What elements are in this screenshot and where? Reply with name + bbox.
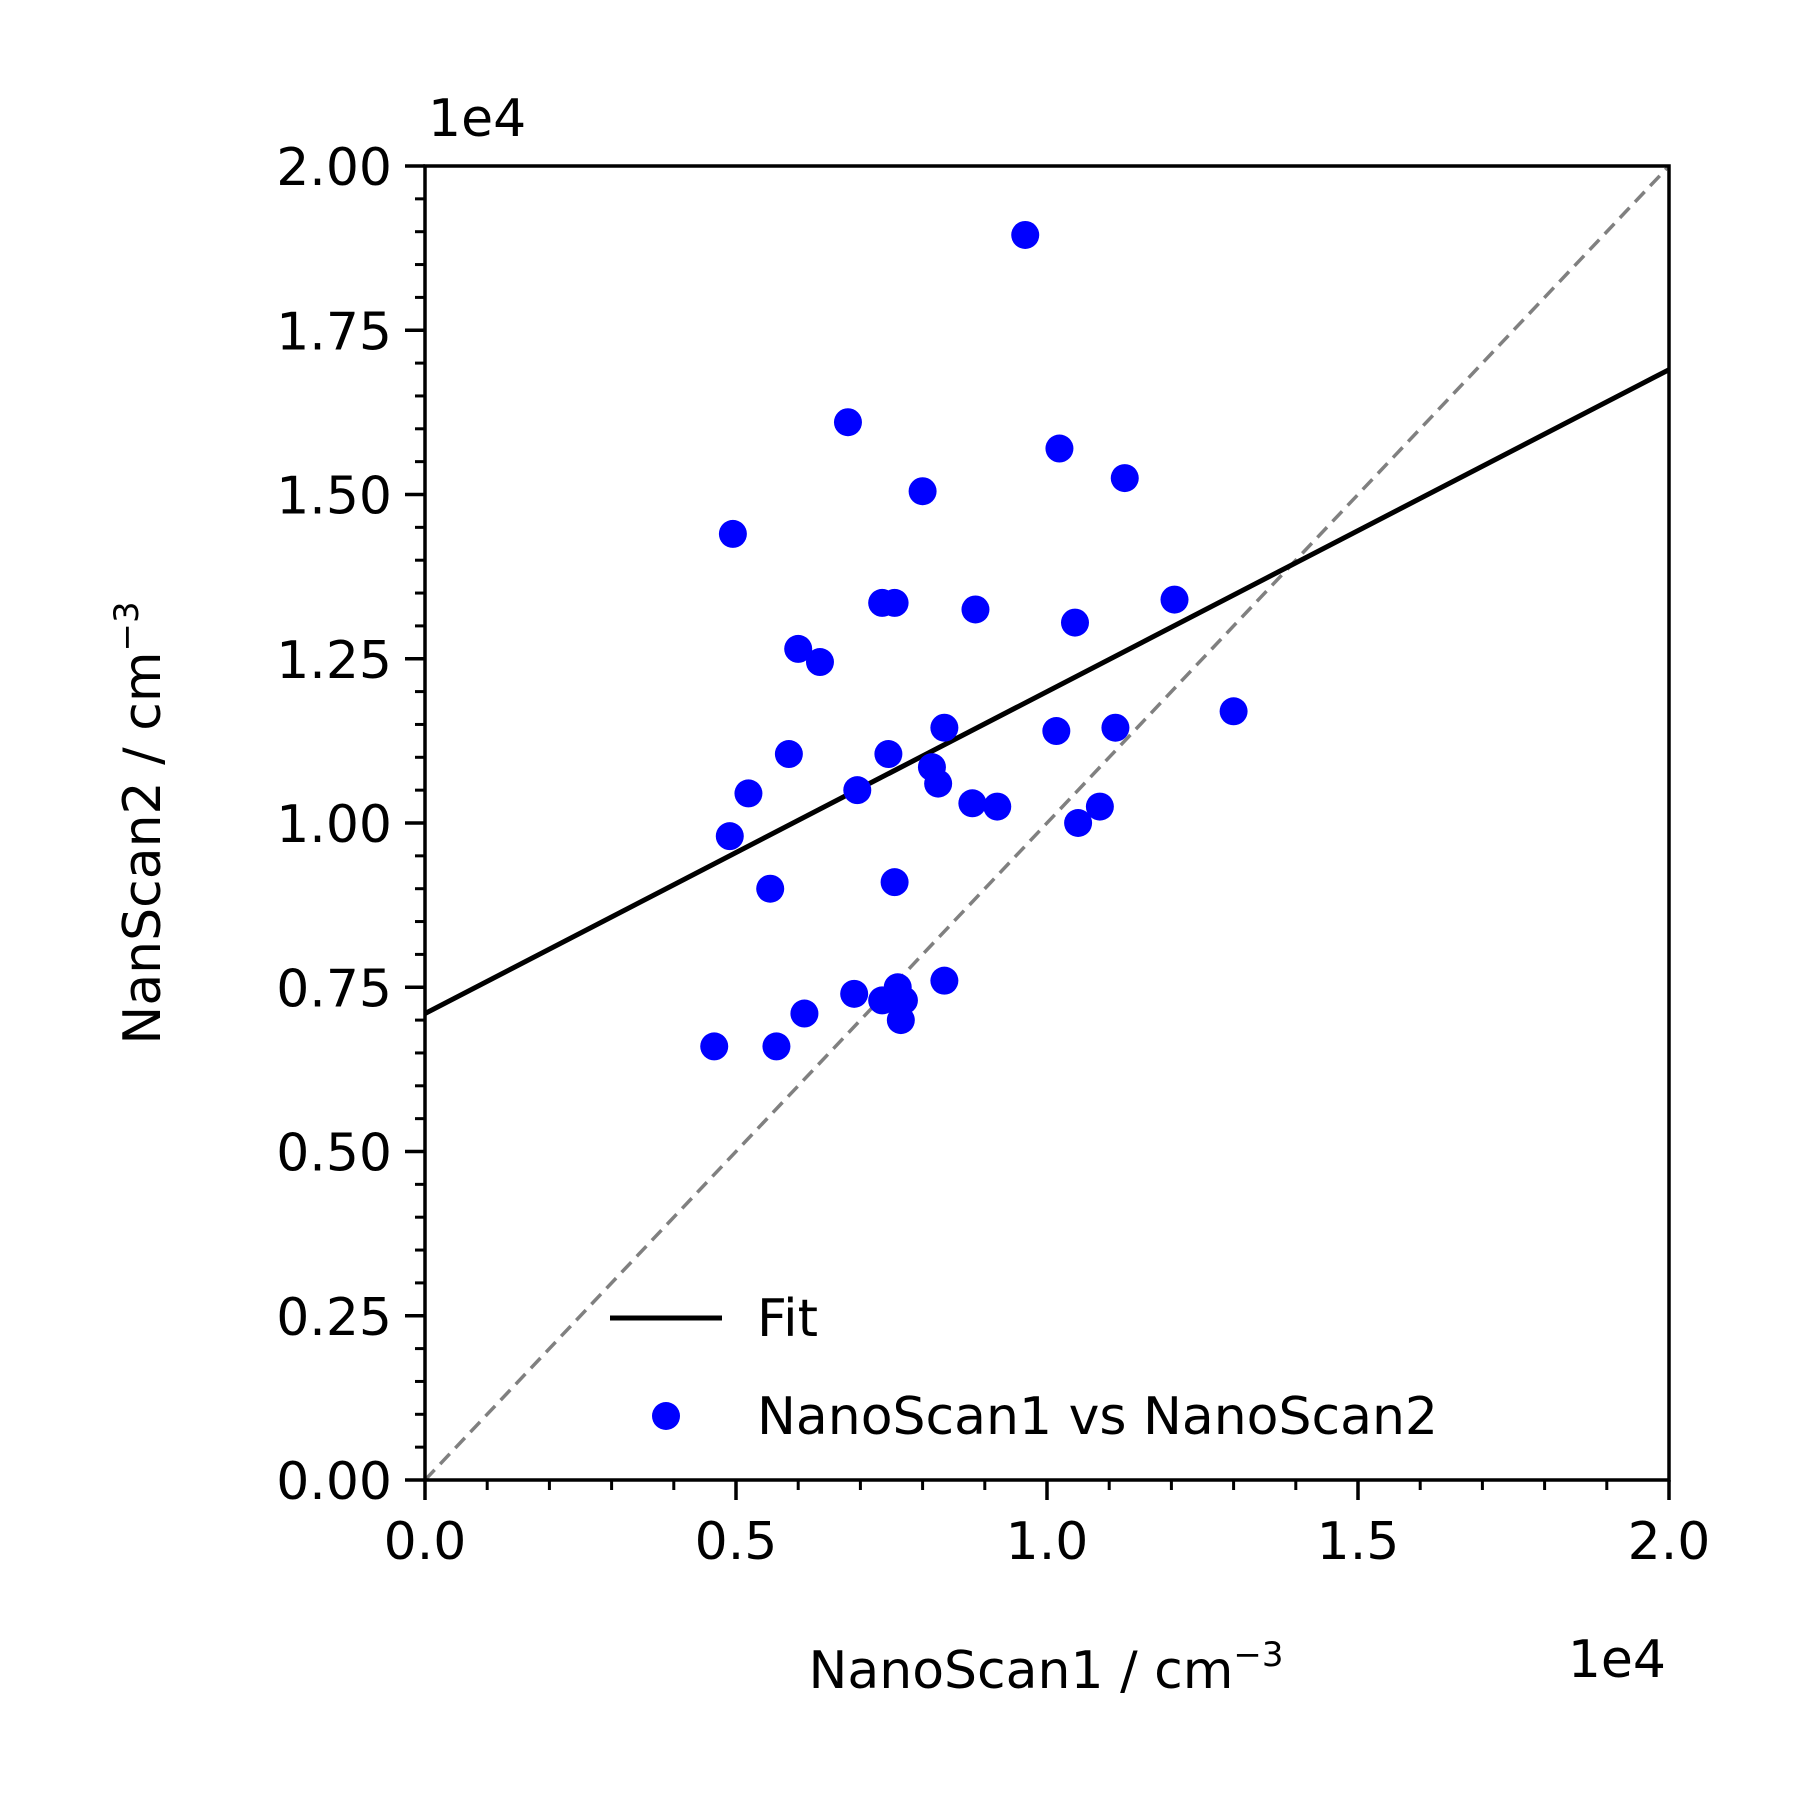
scatter-points xyxy=(700,220,1248,1061)
x-tick-label: 2.0 xyxy=(1628,1512,1711,1572)
legend-scatter-marker xyxy=(652,1402,680,1430)
scatter-point xyxy=(700,1032,729,1061)
y-axis-ticks: 0.00 0.25 0.50 0.75 1.00 1.25 1.50 1.75 2.00 xyxy=(276,138,425,1512)
x-axis-label: NanoScan1 / cm−3 xyxy=(809,1635,1284,1701)
x-tick-label: 0.5 xyxy=(695,1512,778,1572)
scatter-point xyxy=(983,792,1012,821)
scatter-point xyxy=(774,740,803,769)
scatter-point xyxy=(1085,792,1114,821)
x-axis-label-superscript: −3 xyxy=(1233,1635,1283,1675)
x-axis-label-text: NanoScan1 / cm xyxy=(809,1641,1234,1701)
x-axis-offset-label: 1e4 xyxy=(1568,1630,1666,1690)
scatter-point xyxy=(1110,464,1139,493)
fit-line xyxy=(425,367,1669,1016)
scatter-point xyxy=(833,408,862,437)
scatter-point xyxy=(1045,434,1074,463)
scatter-point xyxy=(1101,713,1130,742)
scatter-point xyxy=(756,874,785,903)
scatter-point xyxy=(790,999,819,1028)
y-tick-label: 1.25 xyxy=(276,631,392,691)
scatter-point xyxy=(1160,585,1189,614)
scatter-point xyxy=(1011,220,1040,249)
y-tick-label: 0.75 xyxy=(276,959,392,1019)
y-axis-label: NanScan2 / cm−3 xyxy=(107,601,173,1044)
scatter-point xyxy=(715,822,744,851)
scatter-point xyxy=(1219,697,1248,726)
scatter-point xyxy=(908,477,937,506)
scatter-point xyxy=(840,979,869,1008)
y-tick-label: 0.00 xyxy=(276,1452,392,1512)
scatter-point xyxy=(930,966,959,995)
scatter-point xyxy=(718,519,747,548)
scatter-point xyxy=(958,789,987,818)
scatter-point xyxy=(886,1006,915,1035)
x-tick-label: 1.5 xyxy=(1317,1512,1400,1572)
y-axis-offset-label: 1e4 xyxy=(428,89,526,149)
y-tick-label: 0.50 xyxy=(276,1124,392,1184)
scatter-point xyxy=(805,648,834,677)
y-tick-label: 0.25 xyxy=(276,1288,392,1348)
scatter-point xyxy=(734,779,763,808)
scatter-point xyxy=(1042,717,1071,746)
scatter-point xyxy=(868,986,897,1015)
scatter-point xyxy=(880,588,909,617)
x-tick-label: 0.0 xyxy=(384,1512,467,1572)
scatter-point xyxy=(961,595,990,624)
scatter-point xyxy=(930,713,959,742)
scatter-point xyxy=(843,776,872,805)
legend-fit-label: Fit xyxy=(757,1289,818,1349)
legend: Fit NanoScan1 vs NanoScan2 xyxy=(610,1289,1438,1447)
scatter-point xyxy=(880,868,909,897)
x-tick-label: 1.0 xyxy=(1006,1512,1089,1572)
legend-scatter-label: NanoScan1 vs NanoScan2 xyxy=(757,1387,1438,1447)
scatter-point xyxy=(1064,809,1093,837)
y-tick-label: 1.75 xyxy=(276,302,392,362)
identity-reference-line xyxy=(425,166,1669,1480)
y-axis-label-superscript: −3 xyxy=(107,601,147,651)
scatter-point xyxy=(924,769,953,798)
scatter-point xyxy=(874,740,903,769)
x-axis-ticks: 0.0 0.5 1.0 1.5 2.0 xyxy=(384,1480,1711,1572)
fit-line-path xyxy=(425,367,1669,1016)
y-axis-label-text: NanScan2 / cm xyxy=(113,652,173,1045)
y-tick-label: 1.00 xyxy=(276,795,392,855)
scatter-point xyxy=(1060,608,1089,637)
y-tick-label: 1.50 xyxy=(276,467,392,527)
scatter-point xyxy=(762,1032,791,1061)
identity-line xyxy=(425,166,1669,1480)
y-tick-label: 2.00 xyxy=(276,138,392,198)
scatter-point xyxy=(784,634,813,663)
